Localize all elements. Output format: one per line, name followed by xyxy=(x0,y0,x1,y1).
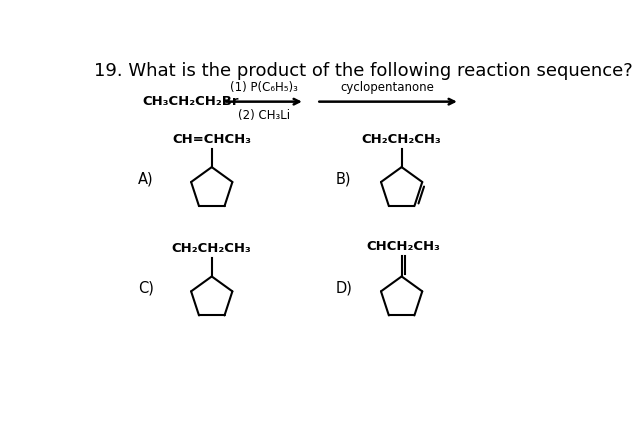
Text: CH₃CH₂CH₂Br: CH₃CH₂CH₂Br xyxy=(142,95,239,108)
Text: (2) CH₃Li: (2) CH₃Li xyxy=(237,109,290,123)
Text: (1) P(C₆H₅)₃: (1) P(C₆H₅)₃ xyxy=(230,81,298,94)
Text: CH₂CH₂CH₃: CH₂CH₂CH₃ xyxy=(172,242,252,255)
Text: B): B) xyxy=(336,171,351,186)
Text: cyclopentanone: cyclopentanone xyxy=(340,81,435,94)
Text: CH₂CH₂CH₃: CH₂CH₂CH₃ xyxy=(362,132,442,145)
Text: D): D) xyxy=(336,280,353,295)
Text: C): C) xyxy=(138,280,154,295)
Text: 19. What is the product of the following reaction sequence?: 19. What is the product of the following… xyxy=(94,62,633,80)
Text: CH=CHCH₃: CH=CHCH₃ xyxy=(172,132,252,145)
Text: CHCH₂CH₃: CHCH₂CH₃ xyxy=(366,240,440,252)
Text: A): A) xyxy=(138,171,154,186)
